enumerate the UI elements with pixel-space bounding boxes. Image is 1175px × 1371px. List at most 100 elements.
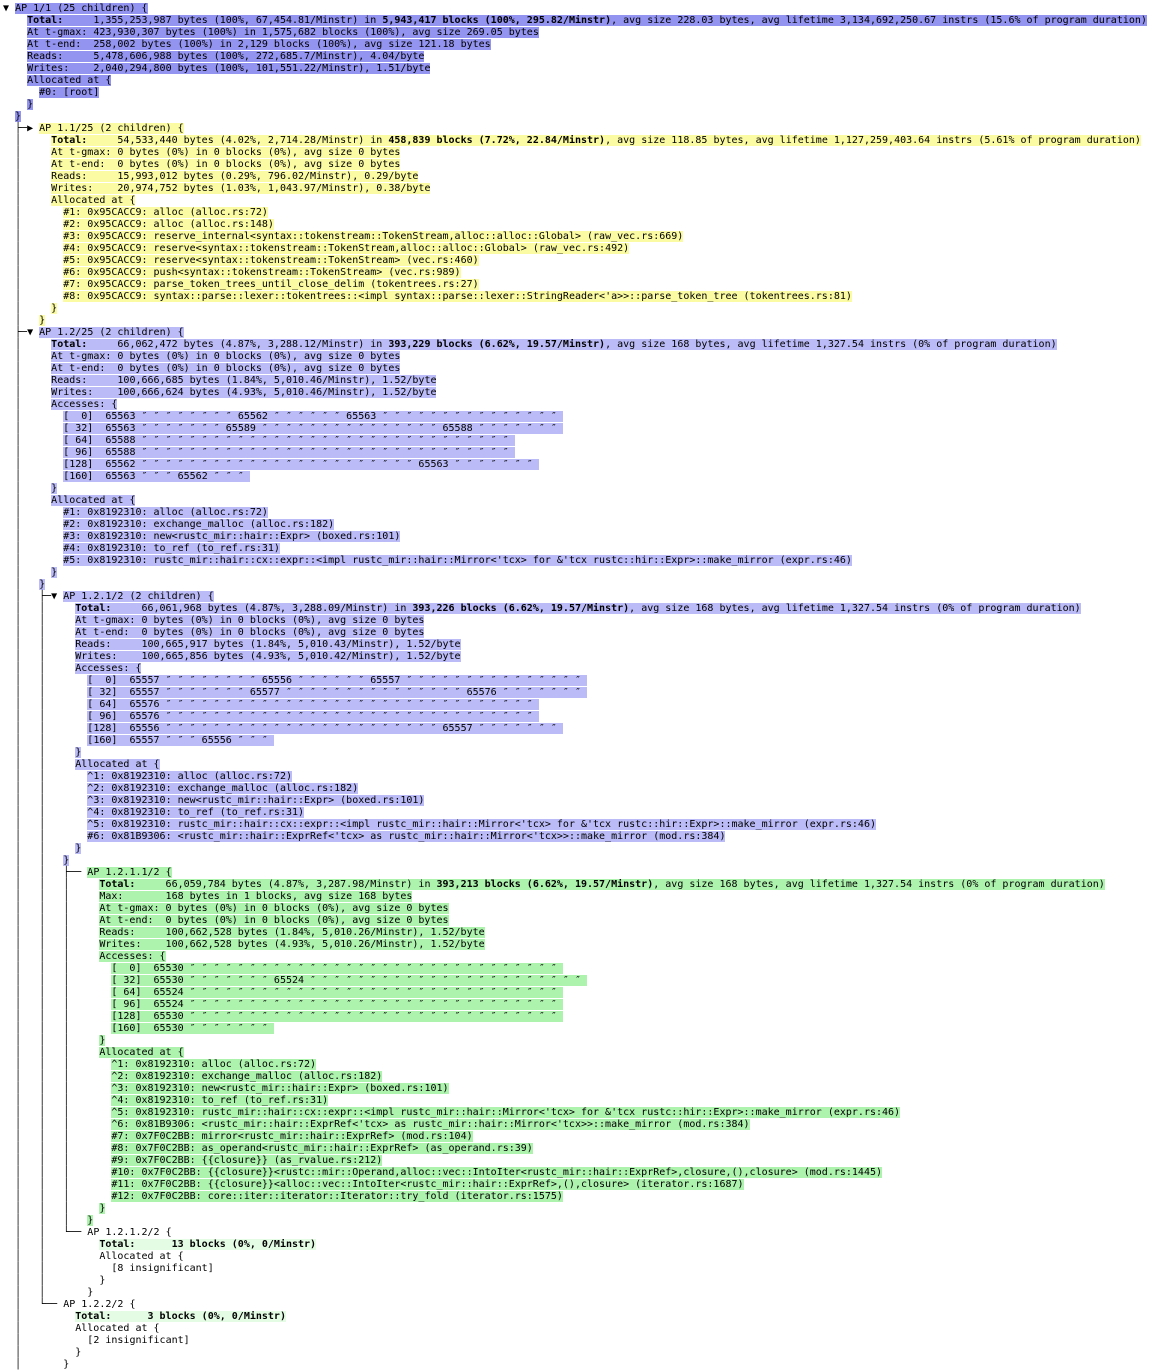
access-row: [160] 65530 ″ ″ ″ ″ ″ ″ ″ bbox=[111, 1023, 274, 1034]
tree-line: │ Reads: 15,993,012 bytes (0.29%, 796.02… bbox=[3, 171, 1175, 183]
tree-line: │ │ │ [160] 65530 ″ ″ ″ ″ ″ ″ ″ bbox=[3, 1023, 1175, 1035]
closing-brace: } bbox=[75, 747, 82, 758]
tree-line: │ [ 32] 65563 ″ ″ ″ ″ ″ ″ ″ 65589 ″ ″ ″ … bbox=[3, 423, 1175, 435]
allocated-open: Allocated at { bbox=[51, 195, 136, 206]
tree-line: │ Allocated at { bbox=[3, 195, 1175, 207]
expander-icon-ap-1.1[interactable]: ▶ bbox=[27, 123, 34, 134]
tree-prefix: │ │ │ bbox=[3, 1071, 112, 1082]
tree-line: │ } bbox=[3, 567, 1175, 579]
tree-line: │ │ } bbox=[3, 843, 1175, 855]
tree-line: │ Writes: 100,666,624 bytes (4.93%, 5,01… bbox=[3, 387, 1175, 399]
allocated-open: Allocated at { bbox=[75, 1323, 160, 1334]
tree-line: │ │ │ [ 64] 65524 ″ ″ ″ ″ ″ ″ ″ ″ ″ ″ ″ … bbox=[3, 987, 1175, 999]
tree-line: │ │ } bbox=[3, 1275, 1175, 1287]
ap-header-1.2[interactable]: AP 1.2/25 (2 children) { bbox=[39, 327, 184, 338]
allocated-open: Allocated at { bbox=[51, 495, 136, 506]
ap-header-1.2.1.2: AP 1.2.1.2/2 { bbox=[87, 1227, 172, 1238]
tree-prefix: │ bbox=[3, 255, 64, 266]
expander-icon-ap-1[interactable]: ▼ bbox=[3, 3, 10, 14]
stack-frame: ^3: 0x8192310: new<rustc_mir::hair::Expr… bbox=[87, 795, 425, 806]
tree-prefix: │ bbox=[3, 339, 52, 350]
tree-prefix: │ │ │ bbox=[3, 1155, 112, 1166]
stack-frame: ^2: 0x8192310: exchange_malloc (alloc.rs… bbox=[87, 783, 359, 794]
tree-line: │ │ [8 insignificant] bbox=[3, 1263, 1175, 1275]
accesses-open: Accesses: { bbox=[99, 951, 166, 962]
expander-icon-ap-1.2.1[interactable]: ▼ bbox=[51, 591, 58, 602]
closing-brace: } bbox=[15, 111, 22, 122]
ap-header-1[interactable]: AP 1/1 (25 children) { bbox=[15, 3, 148, 14]
stat-line: Total: 66,061,968 bytes (4.87%, 3,288.09… bbox=[75, 603, 1081, 614]
stat-line: Writes: 2,040,294,800 bytes (100%, 101,5… bbox=[27, 63, 431, 74]
tree-line: │ │ │ At t-gmax: 0 bytes (0%) in 0 block… bbox=[3, 903, 1175, 915]
tree-prefix: │ │ bbox=[3, 651, 76, 662]
stat-line: At t-gmax: 0 bytes (0%) in 0 blocks (0%)… bbox=[75, 615, 425, 626]
stat-line: Reads: 100,666,685 bytes (1.84%, 5,010.4… bbox=[51, 375, 437, 386]
tree-prefix: │ │ │ bbox=[3, 915, 100, 926]
stack-frame: ^6: 0x81B9306: <rustc_mir::hair::ExprRef… bbox=[111, 1119, 750, 1130]
tree-prefix: │ │ │ bbox=[3, 999, 112, 1010]
stat-line: At t-gmax: 0 bytes (0%) in 0 blocks (0%)… bbox=[51, 147, 401, 158]
tree-line: │ } bbox=[3, 303, 1175, 315]
tree-line: │ Total: 54,533,440 bytes (4.02%, 2,714.… bbox=[3, 135, 1175, 147]
tree-line: │ [ 96] 65588 ″ ″ ″ ″ ″ ″ ″ ″ ″ ″ ″ ″ ″ … bbox=[3, 447, 1175, 459]
tree-prefix: │ │ │ bbox=[3, 1035, 100, 1046]
tree-line: │ │ │ } bbox=[3, 1203, 1175, 1215]
tree-prefix: │ bbox=[3, 375, 52, 386]
stat-line: At t-end: 258,002 bytes (100%) in 2,129 … bbox=[27, 39, 491, 50]
tree-line: ├─▶ AP 1.1/25 (2 children) { bbox=[3, 123, 1175, 135]
stack-frame: ^5: 0x8192310: rustc_mir::hair::cx::expr… bbox=[87, 819, 876, 830]
tree-prefix: │ │ bbox=[3, 639, 76, 650]
access-row: [ 96] 65576 ″ ″ ″ ″ ″ ″ ″ ″ ″ ″ ″ ″ ″ ″ … bbox=[87, 711, 539, 722]
stat-line: Reads: 100,662,528 bytes (1.84%, 5,010.2… bbox=[99, 927, 485, 938]
tree-prefix: │ │ bbox=[3, 795, 88, 806]
tree-prefix: │ │ │ bbox=[3, 1131, 112, 1142]
tree-line: │ │ │ Max: 168 bytes in 1 blocks, avg si… bbox=[3, 891, 1175, 903]
tree-prefix: │ │ └── bbox=[3, 1227, 88, 1238]
tree-line: │ At t-gmax: 0 bytes (0%) in 0 blocks (0… bbox=[3, 351, 1175, 363]
tree-prefix: │ bbox=[3, 303, 52, 314]
tree-line: │ Allocated at { bbox=[3, 495, 1175, 507]
tree-line: │ │ ^2: 0x8192310: exchange_malloc (allo… bbox=[3, 783, 1175, 795]
tree-prefix: │ bbox=[3, 495, 52, 506]
tree-prefix: │ bbox=[3, 267, 64, 278]
access-row: [ 96] 65588 ″ ″ ″ ″ ″ ″ ″ ″ ″ ″ ″ ″ ″ ″ … bbox=[63, 447, 515, 458]
tree-line: │ │ │ Allocated at { bbox=[3, 1047, 1175, 1059]
ap-header-1.1[interactable]: AP 1.1/25 (2 children) { bbox=[39, 123, 184, 134]
tree-prefix bbox=[3, 27, 27, 38]
ap-header-1.2.1[interactable]: AP 1.2.1/2 (2 children) { bbox=[63, 591, 214, 602]
tree-line: │ │ │ ^3: 0x8192310: new<rustc_mir::hair… bbox=[3, 1083, 1175, 1095]
stack-frame: ^5: 0x8192310: rustc_mir::hair::cx::expr… bbox=[111, 1107, 901, 1118]
tree-prefix: │ ├─ bbox=[3, 591, 52, 602]
tree-line: │ At t-gmax: 0 bytes (0%) in 0 blocks (0… bbox=[3, 147, 1175, 159]
tree-prefix: │ │ │ bbox=[3, 951, 100, 962]
tree-prefix: │ │ │ bbox=[3, 903, 100, 914]
tree-line: Total: 1,355,253,987 bytes (100%, 67,454… bbox=[3, 15, 1175, 27]
stat-line: At t-end: 0 bytes (0%) in 0 blocks (0%),… bbox=[51, 159, 401, 170]
stack-frame: #3: 0x95CACC9: reserve_internal<syntax::… bbox=[63, 231, 684, 242]
tree-prefix: │ │ bbox=[3, 843, 76, 854]
stat-line: At t-end: 0 bytes (0%) in 0 blocks (0%),… bbox=[99, 915, 449, 926]
expander-icon-ap-1.2[interactable]: ▼ bbox=[27, 327, 34, 338]
closing-brace: } bbox=[99, 1275, 106, 1286]
stat-line: At t-end: 0 bytes (0%) in 0 blocks (0%),… bbox=[75, 627, 425, 638]
tree-prefix: │ bbox=[3, 183, 52, 194]
tree-line: │ │ Writes: 100,665,856 bytes (4.93%, 5,… bbox=[3, 651, 1175, 663]
tree-line: ▼ AP 1/1 (25 children) { bbox=[3, 3, 1175, 15]
tree-line: │ #6: 0x95CACC9: push<syntax::tokenstrea… bbox=[3, 267, 1175, 279]
stack-frame: #3: 0x8192310: new<rustc_mir::hair::Expr… bbox=[63, 531, 401, 542]
tree-prefix: │ bbox=[3, 231, 64, 242]
tree-line: │ │ At t-end: 0 bytes (0%) in 0 blocks (… bbox=[3, 627, 1175, 639]
tree-prefix: │ │ bbox=[3, 819, 88, 830]
tree-prefix: │ │ │ bbox=[3, 1179, 112, 1190]
stack-frame: #7: 0x7F0C2BB: mirror<rustc_mir::hair::E… bbox=[111, 1131, 473, 1142]
tree-prefix: │ │ bbox=[3, 687, 88, 698]
stack-frame: ^1: 0x8192310: alloc (alloc.rs:72) bbox=[87, 771, 292, 782]
stack-frame: #6: 0x95CACC9: push<syntax::tokenstream:… bbox=[63, 267, 461, 278]
tree-line: │ Accesses: { bbox=[3, 399, 1175, 411]
tree-line: │ Total: 3 blocks (0%, 0/Minstr) bbox=[3, 1311, 1175, 1323]
insignificant-note: [2 insignificant] bbox=[87, 1335, 190, 1346]
closing-brace: } bbox=[63, 855, 70, 866]
closing-brace: } bbox=[75, 843, 82, 854]
tree-prefix: │ bbox=[3, 471, 64, 482]
stat-line: Reads: 15,993,012 bytes (0.29%, 796.02/M… bbox=[51, 171, 419, 182]
